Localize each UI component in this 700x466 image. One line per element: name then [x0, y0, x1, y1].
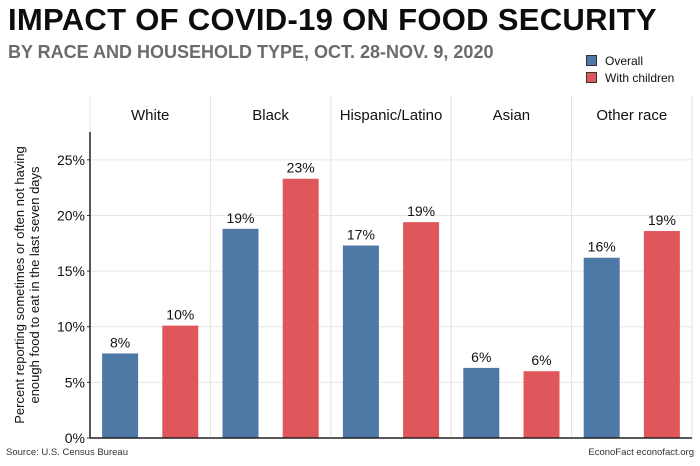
bar-overall-white	[102, 353, 139, 438]
bar-overall-hispanic-latino	[342, 245, 379, 438]
data-label-with-children-asian: 6%	[531, 352, 551, 368]
y-tick-label: 25%	[57, 152, 85, 168]
y-tick-label: 15%	[57, 263, 85, 279]
data-label-overall-asian: 6%	[471, 349, 491, 365]
legend-item-overall: Overall	[586, 52, 674, 69]
y-tick-label: 5%	[65, 374, 85, 390]
legend-item-with-children: With children	[586, 69, 674, 86]
bar-overall-black	[222, 228, 259, 438]
data-label-with-children-white: 10%	[166, 307, 194, 323]
y-tick-label: 0%	[65, 430, 85, 446]
source-note: Source: U.S. Census Bureau	[6, 447, 128, 458]
data-label-with-children-other-race: 19%	[648, 212, 676, 228]
legend: Overall With children	[586, 52, 674, 86]
legend-label-with-children: With children	[605, 70, 675, 85]
facet-label-hispanic-latino: Hispanic/Latino	[340, 107, 443, 124]
data-label-overall-hispanic-latino: 17%	[347, 226, 375, 242]
legend-swatch-with-children	[586, 72, 597, 83]
y-tick-label: 10%	[57, 319, 85, 335]
legend-label-overall: Overall	[605, 53, 644, 68]
bar-with-children-white	[162, 325, 199, 438]
data-label-with-children-black: 23%	[287, 160, 315, 176]
chart-subtitle: BY RACE AND HOUSEHOLD TYPE, OCT. 28-NOV.…	[8, 42, 494, 62]
data-label-overall-black: 19%	[226, 210, 254, 226]
credit-note: EconoFact econofact.org	[588, 447, 694, 458]
y-tick-label: 20%	[57, 207, 85, 223]
facet-label-black: Black	[252, 107, 289, 124]
data-label-with-children-hispanic-latino: 19%	[407, 203, 435, 219]
bar-overall-other-race	[583, 257, 620, 438]
facet-label-other-race: Other race	[596, 107, 667, 124]
data-label-overall-white: 8%	[110, 334, 130, 350]
bar-with-children-other-race	[643, 231, 680, 438]
bar-overall-asian	[463, 367, 500, 438]
facet-label-asian: Asian	[493, 107, 531, 124]
bar-with-children-asian	[523, 371, 560, 438]
legend-swatch-overall	[586, 55, 597, 66]
bar-with-children-black	[282, 178, 319, 438]
data-label-overall-other-race: 16%	[588, 239, 616, 255]
facet-label-white: White	[131, 107, 169, 124]
chart-title: IMPACT OF COVID-19 ON FOOD SECURITY	[8, 2, 657, 37]
bar-with-children-hispanic-latino	[403, 222, 440, 438]
